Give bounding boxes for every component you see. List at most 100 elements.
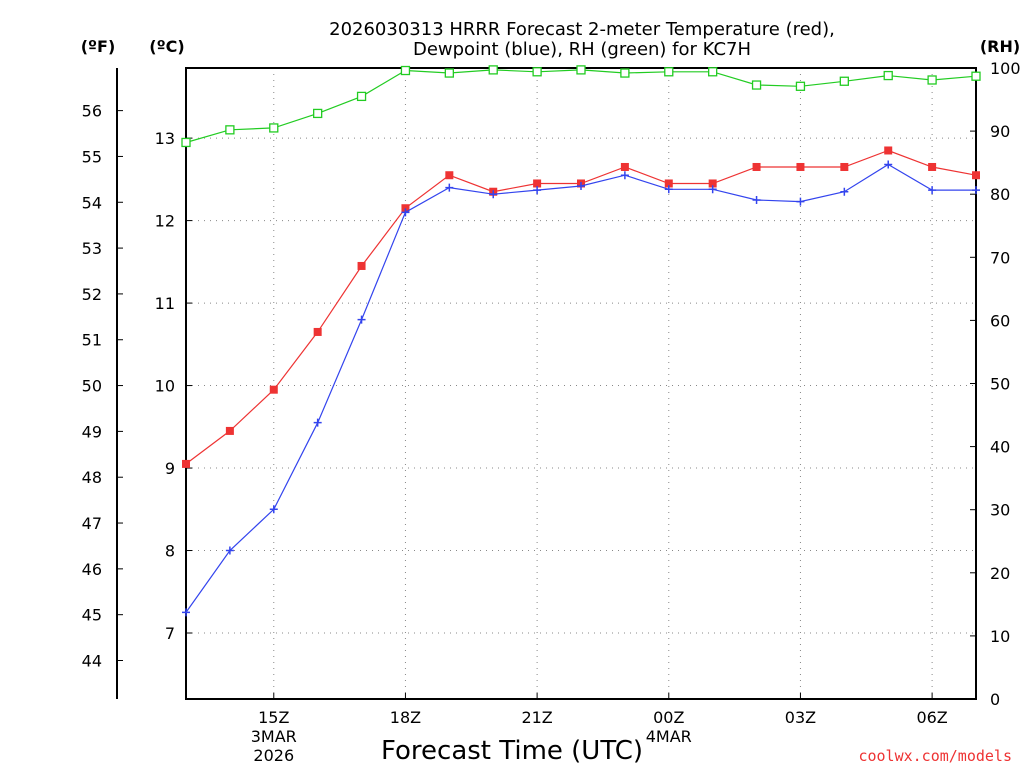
celsius-unit-label: (ºC) bbox=[149, 37, 184, 56]
fahrenheit-tick-label: 47 bbox=[82, 514, 102, 533]
dewpoint-point bbox=[664, 185, 673, 194]
celsius-tick-label: 8 bbox=[165, 542, 175, 561]
rh-point bbox=[620, 68, 630, 78]
rh-line bbox=[185, 69, 977, 144]
fahrenheit-tick-label: 49 bbox=[82, 422, 102, 441]
temperature-point bbox=[533, 179, 542, 188]
celsius-tick-label: 9 bbox=[165, 459, 175, 478]
temperature-point bbox=[620, 162, 629, 171]
temperature-point bbox=[445, 171, 454, 180]
dewpoint-point bbox=[182, 608, 190, 617]
dewpoint-point bbox=[401, 208, 410, 217]
temperature-point bbox=[972, 171, 980, 180]
rh-tick-label: 50 bbox=[990, 375, 1010, 394]
dewpoint-point bbox=[577, 181, 585, 190]
rh-tick-label: 40 bbox=[990, 438, 1010, 457]
rh-point bbox=[664, 67, 674, 77]
temperature-point bbox=[752, 162, 761, 171]
rh-unit-label: (RH) bbox=[980, 37, 1020, 56]
temperature-point bbox=[401, 204, 410, 213]
x-axis-title: Forecast Time (UTC) bbox=[381, 736, 643, 766]
fahrenheit-tick-label: 54 bbox=[82, 193, 102, 212]
x-tick-label: 00Z bbox=[653, 708, 684, 727]
fahrenheit-tick-label: 55 bbox=[82, 147, 102, 166]
rh-point bbox=[971, 71, 981, 81]
temperature-point bbox=[928, 162, 937, 171]
rh-point bbox=[927, 75, 937, 85]
dewpoint-point bbox=[489, 190, 498, 199]
tick-labels: 7 8 9 10 11 12 13 44 45 46 47 48 49 50 51 52 53 54 55 56 0 10… bbox=[82, 59, 1021, 765]
rh-point bbox=[225, 125, 235, 135]
dewpoint-point bbox=[840, 187, 849, 196]
rh-point bbox=[313, 108, 323, 119]
fahrenheit-unit-label: (ºF) bbox=[81, 37, 116, 56]
fahrenheit-tick-label: 51 bbox=[82, 331, 102, 350]
rh-point bbox=[356, 91, 367, 102]
rh-tick-label: 100 bbox=[990, 59, 1021, 78]
x-tick-label: 03Z bbox=[785, 708, 816, 727]
dewpoint-point bbox=[269, 505, 278, 514]
dewpoint-point bbox=[708, 185, 717, 194]
chart-title-line2: Dewpoint (blue), RH (green) for KC7H bbox=[413, 39, 751, 60]
dewpoint-point bbox=[357, 315, 366, 324]
temperature-line bbox=[185, 149, 977, 465]
rh-point bbox=[400, 65, 411, 76]
rh-tick-label: 60 bbox=[990, 311, 1010, 330]
rh-tick-label: 0 bbox=[990, 690, 1000, 709]
x-tick-date-label: 4MAR bbox=[646, 727, 692, 746]
rh-point bbox=[795, 81, 806, 91]
dewpoint-point bbox=[313, 418, 322, 427]
celsius-tick-label: 7 bbox=[165, 624, 175, 643]
fahrenheit-tick-label: 44 bbox=[82, 652, 102, 671]
dewpoint-point bbox=[884, 160, 893, 169]
temperature-point bbox=[182, 459, 190, 468]
dewpoint-point bbox=[225, 546, 234, 555]
fahrenheit-tick-label: 45 bbox=[82, 606, 102, 625]
dewpoint-point bbox=[972, 186, 980, 195]
rh-point bbox=[532, 67, 542, 77]
dewpoint-line bbox=[185, 163, 976, 613]
rh-point bbox=[883, 70, 893, 81]
rh-tick-label: 10 bbox=[990, 627, 1010, 646]
axes bbox=[116, 67, 977, 700]
x-tick-year-label: 2026 bbox=[253, 746, 294, 765]
fahrenheit-tick-label: 52 bbox=[82, 285, 102, 304]
credit-text: coolwx.com/models bbox=[858, 747, 1012, 765]
celsius-tick-label: 11 bbox=[155, 294, 175, 313]
rh-tick-label: 20 bbox=[990, 564, 1010, 583]
temperature-point bbox=[225, 426, 234, 435]
dewpoint-point bbox=[796, 197, 805, 206]
temperature-point bbox=[664, 179, 673, 188]
fahrenheit-tick-label: 48 bbox=[82, 468, 102, 487]
x-tick-date-label: 3MAR bbox=[251, 727, 297, 746]
celsius-tick-label: 13 bbox=[155, 129, 175, 148]
temperature-point bbox=[357, 261, 366, 270]
dewpoint-point bbox=[620, 171, 629, 180]
rh-point bbox=[839, 76, 849, 86]
temperature-point bbox=[796, 162, 805, 171]
rh-point bbox=[269, 123, 279, 133]
chart-title-line1: 2026030313 HRRR Forecast 2-meter Tempera… bbox=[329, 19, 835, 40]
fahrenheit-tick-label: 50 bbox=[82, 377, 102, 396]
rh-point bbox=[488, 65, 498, 75]
rh-point bbox=[751, 80, 762, 90]
x-tick-label: 06Z bbox=[916, 708, 947, 727]
rh-tick-label: 70 bbox=[990, 248, 1010, 267]
dewpoint-point bbox=[445, 183, 454, 192]
temperature-point bbox=[313, 327, 322, 336]
fahrenheit-tick-label: 56 bbox=[82, 102, 102, 121]
fahrenheit-tick-label: 53 bbox=[82, 239, 102, 258]
x-tick-label: 18Z bbox=[390, 708, 421, 727]
dewpoint-point bbox=[928, 186, 937, 195]
celsius-tick-label: 10 bbox=[155, 377, 175, 396]
temperature-point bbox=[840, 162, 849, 171]
x-tick-label: 15Z bbox=[258, 708, 289, 727]
x-tick-label: 21Z bbox=[521, 708, 552, 727]
series bbox=[181, 65, 981, 617]
rh-point bbox=[576, 65, 586, 75]
rh-tick-label: 80 bbox=[990, 185, 1010, 204]
celsius-tick-label: 12 bbox=[155, 212, 175, 231]
temperature-point bbox=[708, 179, 717, 188]
temperature-point bbox=[884, 146, 893, 155]
